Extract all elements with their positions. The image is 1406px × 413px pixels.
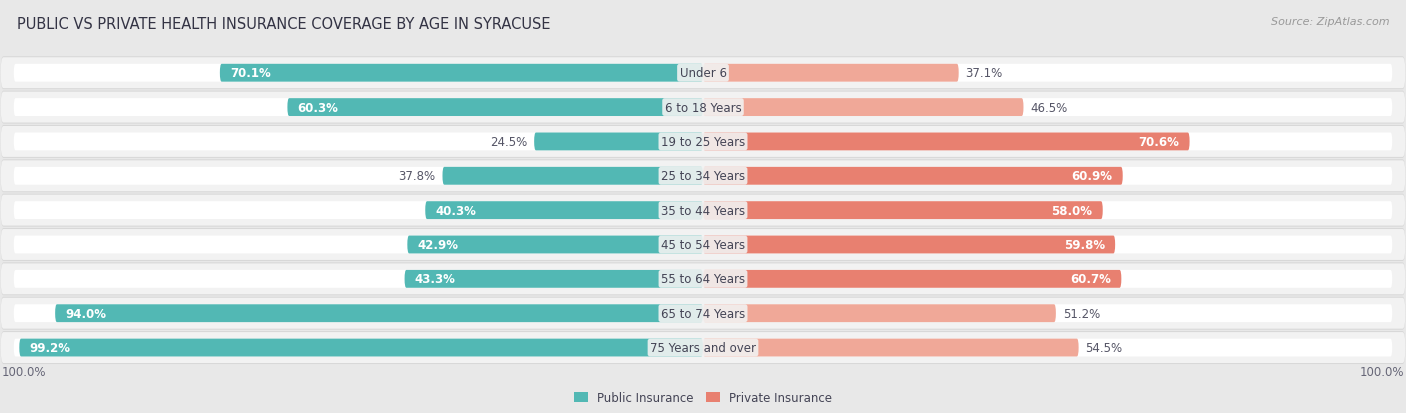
FancyBboxPatch shape [425, 202, 703, 220]
FancyBboxPatch shape [14, 65, 703, 83]
FancyBboxPatch shape [14, 133, 703, 151]
FancyBboxPatch shape [703, 339, 1078, 356]
FancyBboxPatch shape [703, 65, 959, 83]
FancyBboxPatch shape [703, 133, 1189, 151]
Legend: Public Insurance, Private Insurance: Public Insurance, Private Insurance [574, 392, 832, 404]
FancyBboxPatch shape [703, 133, 1392, 151]
Text: 94.0%: 94.0% [66, 307, 107, 320]
FancyBboxPatch shape [405, 270, 703, 288]
FancyBboxPatch shape [14, 339, 703, 356]
FancyBboxPatch shape [14, 99, 703, 117]
FancyBboxPatch shape [0, 263, 1406, 296]
FancyBboxPatch shape [0, 91, 1406, 124]
FancyBboxPatch shape [0, 298, 1406, 329]
FancyBboxPatch shape [0, 58, 1406, 89]
FancyBboxPatch shape [703, 270, 1392, 288]
FancyBboxPatch shape [0, 93, 1406, 123]
FancyBboxPatch shape [703, 304, 1392, 323]
Text: 100.0%: 100.0% [1, 365, 46, 378]
Text: 19 to 25 Years: 19 to 25 Years [661, 135, 745, 149]
Text: 35 to 44 Years: 35 to 44 Years [661, 204, 745, 217]
Text: 43.3%: 43.3% [415, 273, 456, 286]
Text: 46.5%: 46.5% [1031, 101, 1067, 114]
Text: 51.2%: 51.2% [1063, 307, 1099, 320]
FancyBboxPatch shape [443, 167, 703, 185]
Text: 45 to 54 Years: 45 to 54 Years [661, 238, 745, 252]
FancyBboxPatch shape [0, 264, 1406, 294]
FancyBboxPatch shape [0, 160, 1406, 193]
Text: 60.7%: 60.7% [1070, 273, 1111, 286]
FancyBboxPatch shape [14, 202, 703, 220]
FancyBboxPatch shape [287, 99, 703, 117]
FancyBboxPatch shape [14, 270, 703, 288]
FancyBboxPatch shape [0, 230, 1406, 260]
FancyBboxPatch shape [408, 236, 703, 254]
FancyBboxPatch shape [703, 99, 1392, 117]
Text: PUBLIC VS PRIVATE HEALTH INSURANCE COVERAGE BY AGE IN SYRACUSE: PUBLIC VS PRIVATE HEALTH INSURANCE COVER… [17, 17, 550, 31]
Text: 100.0%: 100.0% [1360, 365, 1405, 378]
FancyBboxPatch shape [703, 99, 1024, 117]
FancyBboxPatch shape [14, 236, 703, 254]
FancyBboxPatch shape [703, 236, 1115, 254]
FancyBboxPatch shape [703, 202, 1392, 220]
Text: 24.5%: 24.5% [491, 135, 527, 149]
FancyBboxPatch shape [0, 331, 1406, 364]
Text: 55 to 64 Years: 55 to 64 Years [661, 273, 745, 286]
Text: 6 to 18 Years: 6 to 18 Years [665, 101, 741, 114]
Text: Source: ZipAtlas.com: Source: ZipAtlas.com [1271, 17, 1389, 26]
Text: 70.6%: 70.6% [1139, 135, 1180, 149]
FancyBboxPatch shape [703, 65, 1392, 83]
FancyBboxPatch shape [703, 167, 1123, 185]
FancyBboxPatch shape [703, 167, 1392, 185]
Text: 60.3%: 60.3% [298, 101, 339, 114]
Text: 60.9%: 60.9% [1071, 170, 1112, 183]
Text: 59.8%: 59.8% [1064, 238, 1105, 252]
Text: 37.1%: 37.1% [966, 67, 1002, 80]
Text: 25 to 34 Years: 25 to 34 Years [661, 170, 745, 183]
FancyBboxPatch shape [20, 339, 703, 356]
Text: 65 to 74 Years: 65 to 74 Years [661, 307, 745, 320]
FancyBboxPatch shape [55, 304, 703, 323]
Text: 75 Years and over: 75 Years and over [650, 341, 756, 354]
Text: 37.8%: 37.8% [398, 170, 436, 183]
FancyBboxPatch shape [534, 133, 703, 151]
FancyBboxPatch shape [703, 270, 1122, 288]
FancyBboxPatch shape [219, 65, 703, 83]
FancyBboxPatch shape [14, 167, 703, 185]
FancyBboxPatch shape [703, 202, 1102, 220]
FancyBboxPatch shape [0, 332, 1406, 363]
FancyBboxPatch shape [0, 161, 1406, 192]
Text: 58.0%: 58.0% [1052, 204, 1092, 217]
FancyBboxPatch shape [703, 236, 1392, 254]
FancyBboxPatch shape [703, 339, 1392, 356]
FancyBboxPatch shape [0, 297, 1406, 330]
FancyBboxPatch shape [0, 57, 1406, 90]
FancyBboxPatch shape [14, 304, 703, 323]
FancyBboxPatch shape [0, 228, 1406, 261]
Text: 70.1%: 70.1% [231, 67, 271, 80]
Text: 99.2%: 99.2% [30, 341, 70, 354]
FancyBboxPatch shape [0, 195, 1406, 226]
Text: 42.9%: 42.9% [418, 238, 458, 252]
Text: Under 6: Under 6 [679, 67, 727, 80]
FancyBboxPatch shape [0, 194, 1406, 227]
Text: 54.5%: 54.5% [1085, 341, 1122, 354]
FancyBboxPatch shape [0, 127, 1406, 157]
FancyBboxPatch shape [703, 304, 1056, 323]
Text: 40.3%: 40.3% [436, 204, 477, 217]
FancyBboxPatch shape [0, 126, 1406, 159]
